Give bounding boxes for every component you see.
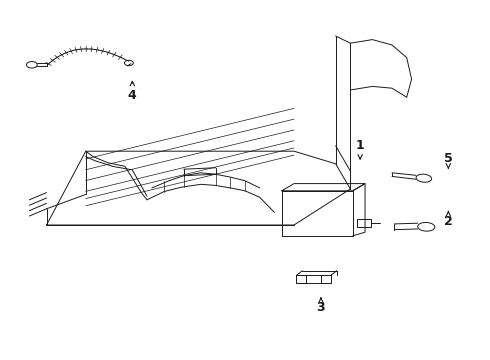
Text: 1: 1 <box>356 139 365 159</box>
Text: 4: 4 <box>128 81 137 102</box>
Text: 3: 3 <box>317 298 325 314</box>
Text: 2: 2 <box>444 212 453 228</box>
Text: 5: 5 <box>444 152 453 168</box>
